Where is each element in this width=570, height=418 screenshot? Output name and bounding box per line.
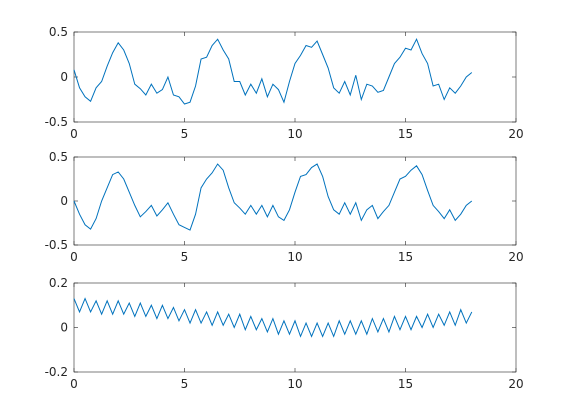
axes-box <box>73 156 517 246</box>
x-tick-label: 10 <box>287 250 302 264</box>
y-tick-label: 0 <box>60 194 68 208</box>
y-tick-label: -0.5 <box>45 115 68 129</box>
x-tick-label: 10 <box>287 127 302 141</box>
data-line <box>73 37 473 105</box>
y-tick-label: 0.2 <box>49 276 68 290</box>
x-tick-label: 15 <box>398 127 413 141</box>
axes-box <box>73 31 517 123</box>
x-tick-label: 20 <box>508 127 523 141</box>
y-tick-label: 0.5 <box>49 25 68 39</box>
y-tick-label: -0.5 <box>45 238 68 252</box>
x-tick-label: 0 <box>70 127 78 141</box>
y-tick-label: 0.5 <box>49 150 68 164</box>
x-tick-label: 5 <box>181 377 189 391</box>
y-tick-label: 0 <box>60 70 68 84</box>
x-tick-label: 5 <box>181 127 189 141</box>
axes-box <box>73 282 517 373</box>
x-tick-label: 20 <box>508 377 523 391</box>
data-line <box>73 163 473 231</box>
x-tick-label: 0 <box>70 377 78 391</box>
y-tick-label: 0 <box>60 321 68 335</box>
x-tick-label: 15 <box>398 377 413 391</box>
x-tick-label: 10 <box>287 377 302 391</box>
y-tick-label: -0.2 <box>45 365 68 379</box>
x-tick-label: 0 <box>70 250 78 264</box>
x-tick-label: 5 <box>181 250 189 264</box>
data-line <box>73 297 473 338</box>
x-tick-label: 20 <box>508 250 523 264</box>
x-tick-label: 15 <box>398 250 413 264</box>
